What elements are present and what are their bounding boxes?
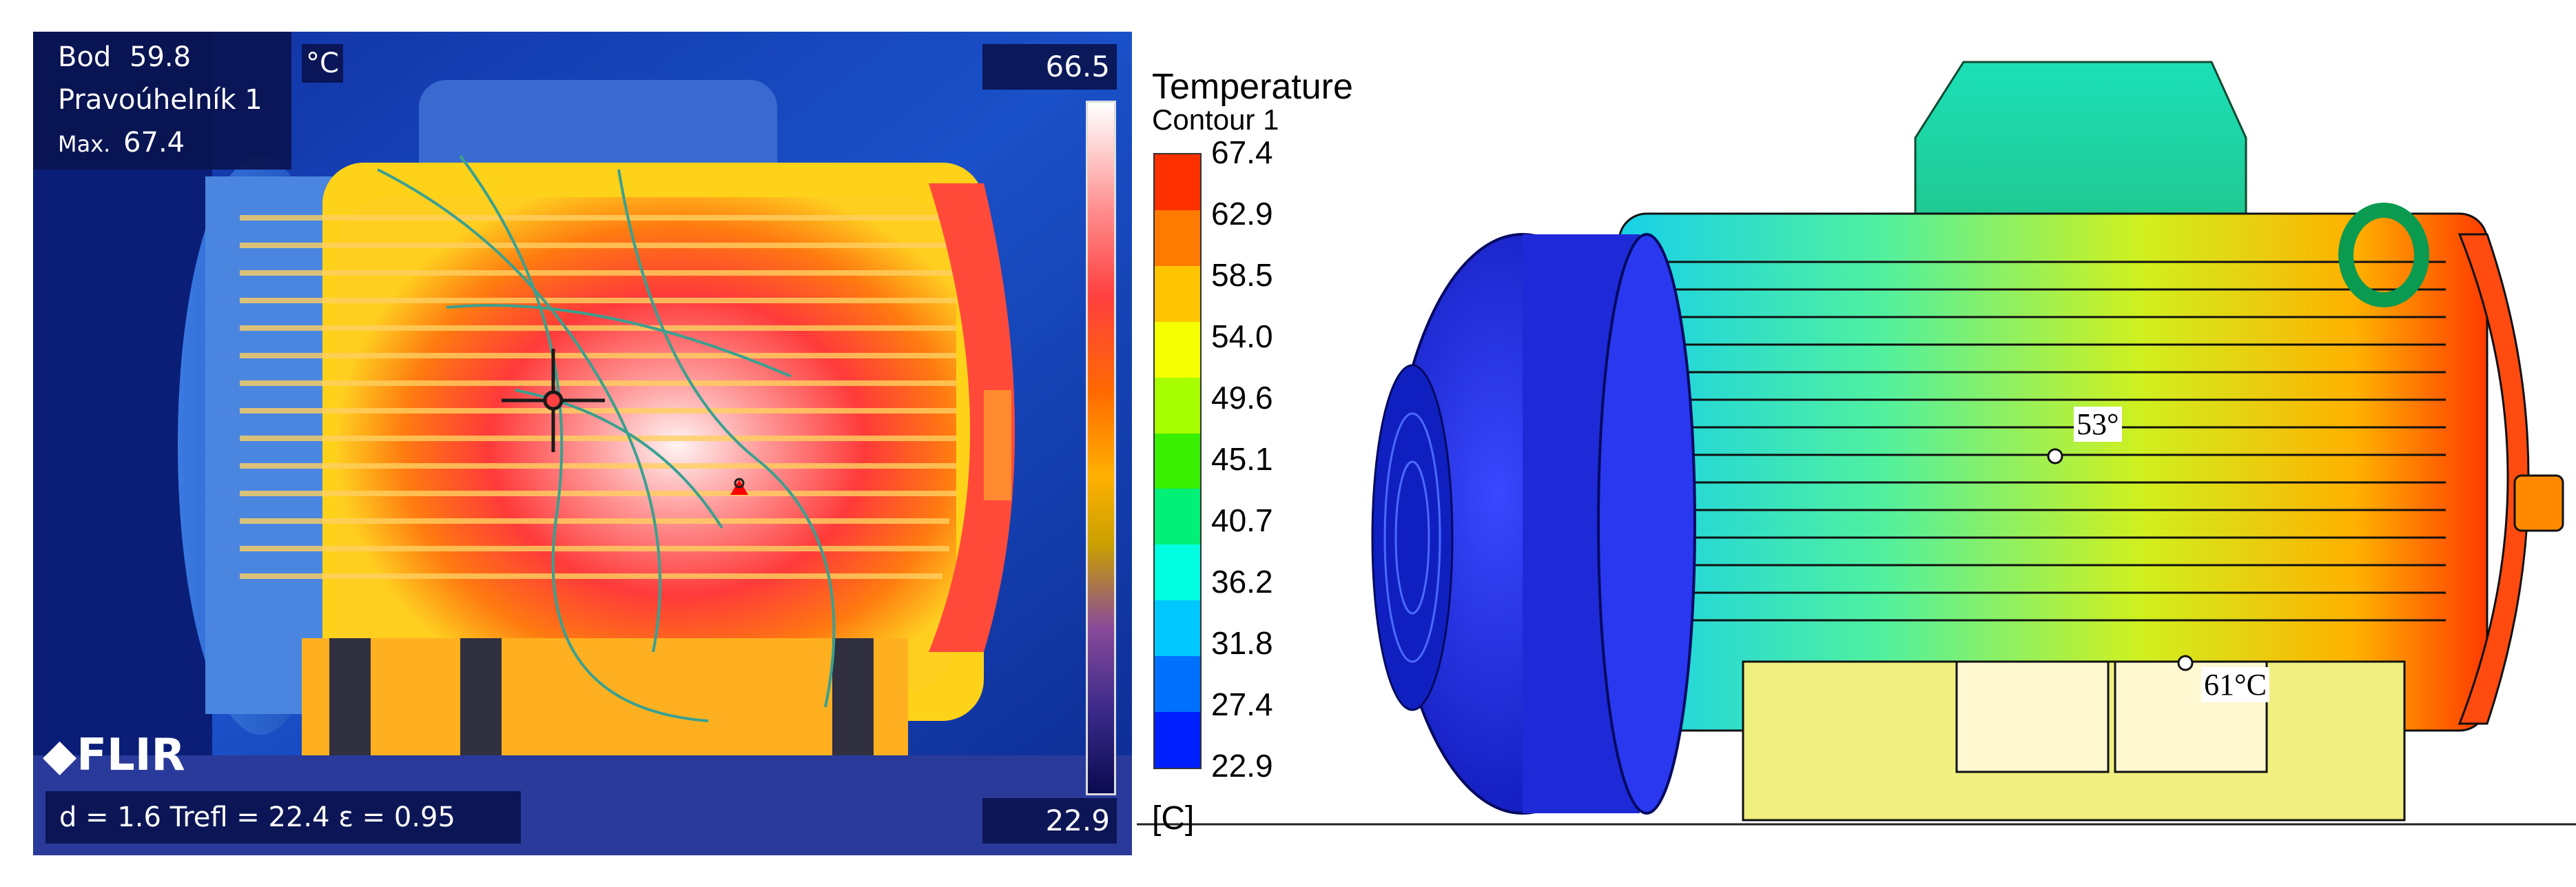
legend-tick-label: 54.0 [1211, 318, 1273, 354]
probe-point-top [2047, 448, 2063, 465]
legend-tick-label: 40.7 [1211, 502, 1273, 538]
probe-point-bottom [2177, 655, 2194, 671]
unit-label: °C [302, 44, 343, 83]
legend-tick-label: 22.9 [1211, 748, 1273, 784]
point-label: Bod [58, 41, 112, 73]
legend-color-band [1155, 321, 1200, 378]
legend-color-band [1155, 210, 1200, 266]
legend-color-band [1155, 600, 1200, 657]
legend-tick-label: 31.8 [1211, 625, 1273, 661]
max-value: 67.4 [123, 127, 185, 159]
legend-color-band [1155, 433, 1200, 489]
legend-unit: [C] [1152, 800, 1195, 837]
camera-parameters: d = 1.6 Trefl = 22.4 ε = 0.95 [45, 791, 521, 844]
scale-max-value: 66.5 [982, 44, 1117, 90]
legend-tick-label: 58.5 [1211, 257, 1273, 293]
annotation-bottom-temp: 61°C [2201, 667, 2269, 702]
thermal-color-scale [1086, 101, 1116, 795]
annotation-top-temp: 53° [2074, 407, 2122, 442]
max-label: Max. [58, 131, 111, 157]
thermal-image-panel: Bod 59.8 Pravoúhelník 1 Max. 67.4 °C 66.… [33, 32, 1132, 855]
legend-color-band [1155, 265, 1200, 322]
legend-subtitle: Contour 1 [1152, 103, 1279, 136]
rect-label: Pravoúhelník 1 [58, 84, 262, 116]
legend-tick-label: 62.9 [1211, 196, 1273, 232]
crosshair-marker [502, 349, 605, 452]
legend-tick-label: 27.4 [1211, 686, 1273, 722]
legend-color-band [1155, 489, 1200, 545]
flir-logo: ◆FLIR [43, 730, 185, 781]
scale-min-value: 22.9 [982, 798, 1117, 844]
legend-color-band [1155, 656, 1200, 713]
legend-color-band [1155, 544, 1200, 601]
legend-color-band [1155, 154, 1200, 210]
legend-tick-label: 49.6 [1211, 380, 1273, 416]
legend-color-band [1155, 712, 1200, 768]
point-value: 59.8 [130, 41, 192, 73]
simulation-panel: 53° 61°C Temperature Contour 1 67.4 62.9 5… [1137, 0, 2576, 887]
legend-tick-label: 45.1 [1211, 441, 1273, 477]
measurement-info-box: Bod 59.8 Pravoúhelník 1 Max. 67.4 [33, 32, 291, 170]
flir-diamond-icon: ◆ [43, 730, 77, 781]
legend-color-band [1155, 377, 1200, 434]
legend-title: Temperature [1152, 67, 1353, 107]
temperature-legend-bar [1153, 153, 1202, 769]
legend-tick-label: 36.2 [1211, 564, 1273, 600]
simulation-render [1137, 61, 2576, 826]
legend-tick-label: 67.4 [1211, 134, 1273, 170]
